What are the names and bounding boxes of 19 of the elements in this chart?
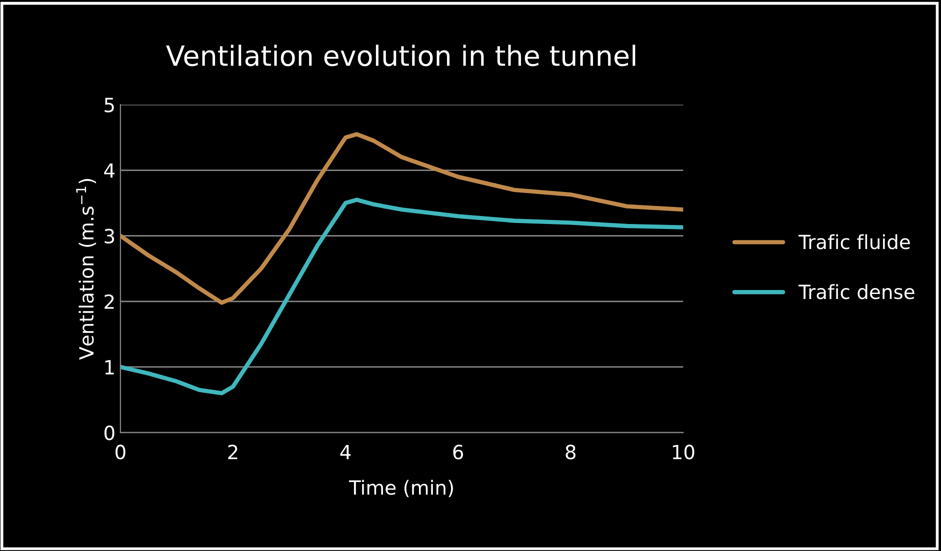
legend-label: Trafic dense: [798, 284, 914, 300]
y-tick-label: 5: [104, 98, 114, 112]
y-tick-label: 2: [104, 294, 114, 309]
x-tick-label: 0: [116, 444, 126, 460]
y-tick-label: 0: [104, 425, 114, 440]
x-tick-label: 2: [228, 444, 238, 460]
x-tick-label: 10: [672, 444, 694, 460]
chart-title: Ventilation evolution in the tunnel: [166, 44, 636, 66]
legend-label: Trafic fluide: [798, 234, 910, 250]
x-axis-title: Time (min): [348, 480, 453, 498]
x-tick-label: 6: [453, 444, 464, 460]
y-tick-label: 1: [105, 360, 114, 374]
x-tick-label: 8: [566, 444, 576, 460]
y-tick-label: 3: [104, 228, 114, 244]
line-series: [120, 198, 684, 396]
line-series: [120, 132, 684, 305]
y-tick-label: 4: [104, 163, 114, 178]
y-axis-title: Ventilation (m.s$^{−1}$): [76, 179, 96, 360]
x-tick-label: 4: [340, 444, 351, 460]
